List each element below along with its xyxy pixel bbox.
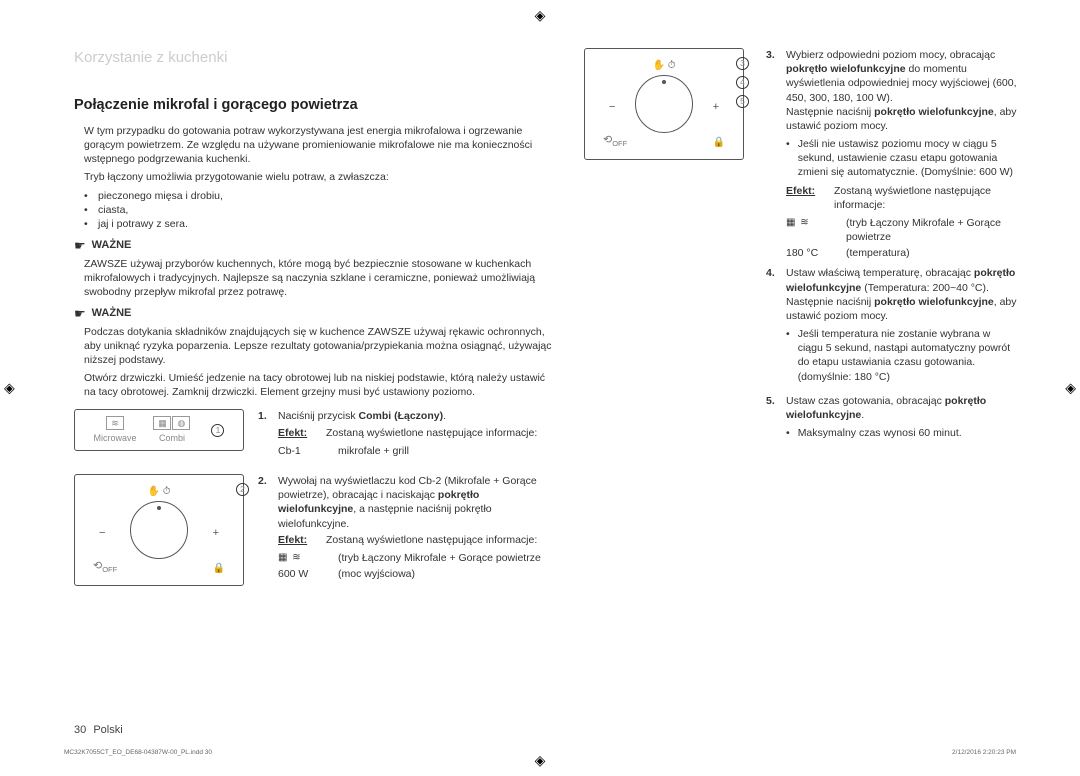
figure-panel-buttons: ≋ Microwave ▦ ◍ Combi 1 <box>74 409 244 451</box>
section-title: Połączenie mikrofal i gorącego powietrza <box>74 96 554 116</box>
important-heading: WAŻNE <box>74 305 554 323</box>
plus-icon: + <box>213 526 219 541</box>
callout-1: 1 <box>211 424 224 437</box>
efekt-text: Zostaną wyświetlone następujące informac… <box>326 533 537 547</box>
clock-icon: ✋ ⏱ <box>652 59 675 73</box>
efekt-label: Efekt: <box>786 184 828 212</box>
cropmark-bottom: ◈ <box>535 751 546 770</box>
step-text: Wybierz odpowiedni poziom mocy, obracają… <box>786 49 995 61</box>
step-text: . <box>861 409 864 421</box>
warning-3: Otwórz drzwiczki. Umieść jedzenie na tac… <box>84 371 554 399</box>
step-text: Naciśnij przycisk <box>278 410 359 422</box>
lock-icon: 🔒 <box>713 136 725 150</box>
result-desc: (tryb Łączony Mikrofale + Gorące powietr… <box>846 216 1018 244</box>
off-label: ⟲OFF <box>93 559 117 575</box>
step-text: (Temperatura: 200~40 °C). <box>861 282 989 294</box>
dial-knob <box>635 75 693 133</box>
clock-icon: ✋ ⏱ <box>147 485 170 499</box>
step-bold: pokrętło wielofunkcyjne <box>874 296 994 308</box>
step-3: 3. Wybierz odpowiedni poziom mocy, obrac… <box>766 48 1018 260</box>
warning-1: ZAWSZE używaj przyborów kuchennych, któr… <box>84 257 554 300</box>
result-icons: ▦ ≋ <box>786 216 838 244</box>
sub-note: Jeśli temperatura nie zostanie wybrana w… <box>786 327 1018 384</box>
step-2: 2. Wywołaj na wyświetlaczu kod Cb-2 (Mik… <box>258 474 554 581</box>
panel-label: Microwave <box>93 432 136 444</box>
result-desc: (temperatura) <box>846 246 910 260</box>
minus-icon: − <box>99 526 105 541</box>
cropmark-right: ◈ <box>1065 379 1076 398</box>
step-1: 1. Naciśnij przycisk Combi (Łączony). Ef… <box>258 409 554 458</box>
dial-knob <box>130 501 188 559</box>
callout-3: 3 <box>736 57 749 70</box>
step-number: 4. <box>766 266 780 387</box>
callout-5: 5 <box>736 95 749 108</box>
important-heading: WAŻNE <box>74 237 554 255</box>
page-number: 30 <box>74 723 86 738</box>
figure-dial: ✋ ⏱ − + ⟲OFF 🔒 2 <box>74 474 244 586</box>
page-footer: 30 Polski <box>74 723 123 738</box>
result-code: 600 W <box>278 567 330 581</box>
step-text: Następnie naciśnij <box>786 106 874 118</box>
bullet-item: jaj i potrawy z sera. <box>84 217 554 231</box>
step-number: 3. <box>766 48 780 260</box>
step-bold: pokrętło wielofunkcyjne <box>786 63 906 75</box>
step-4: 4. Ustaw właściwą temperaturę, obracając… <box>766 266 1018 387</box>
off-label: ⟲OFF <box>603 133 627 149</box>
step-text: Następnie naciśnij <box>786 296 874 308</box>
bullet-item: ciasta, <box>84 203 554 217</box>
panel-label: Combi <box>159 432 185 444</box>
combi-icon: ◍ <box>172 416 190 430</box>
result-icons: ▦ ≋ <box>278 551 330 565</box>
result-desc: mikrofale + grill <box>338 444 409 458</box>
callout-4: 4 <box>736 76 749 89</box>
combi-icon: ▦ <box>153 416 171 430</box>
step-text: Ustaw właściwą temperaturę, obracając <box>786 267 974 279</box>
efekt-text: Zostaną wyświetlone następujące informac… <box>326 426 537 440</box>
plus-icon: + <box>713 100 719 115</box>
warning-2: Podczas dotykania składników znajdującyc… <box>84 325 554 368</box>
sub-note: Maksymalny czas wynosi 60 minut. <box>786 426 1018 440</box>
result-desc: (tryb Łączony Mikrofale + Gorące powietr… <box>338 551 541 565</box>
print-info-right: 2/12/2016 2:20:23 PM <box>952 749 1016 758</box>
print-info-left: MC32K7055CT_EO_DE68-04387W-00_PL.indd 30 <box>64 749 212 758</box>
step-number: 5. <box>766 394 780 445</box>
result-desc: (moc wyjściowa) <box>338 567 415 581</box>
step-text: Ustaw czas gotowania, obracając <box>786 395 945 407</box>
step-bold: pokrętło wielofunkcyjne <box>874 106 994 118</box>
microwave-icon: ≋ <box>106 416 124 430</box>
intro-para-2: Tryb łączony umożliwia przygotowanie wie… <box>84 170 554 184</box>
page-lang: Polski <box>93 724 122 736</box>
intro-para-1: W tym przypadku do gotowania potraw wyko… <box>84 124 554 167</box>
step-number: 1. <box>258 409 272 458</box>
sub-note: Jeśli nie ustawisz poziomu mocy w ciągu … <box>786 137 1018 180</box>
efekt-label: Efekt: <box>278 533 320 547</box>
ghost-header: Korzystanie z kuchenki <box>74 48 554 68</box>
callout-2: 2 <box>236 483 249 496</box>
result-code: Cb-1 <box>278 444 330 458</box>
efekt-label: Efekt: <box>278 426 320 440</box>
cropmark-top: ◈ <box>535 6 546 25</box>
step-bold: Combi (Łączony) <box>359 410 444 422</box>
step-5: 5. Ustaw czas gotowania, obracając pokrę… <box>766 394 1018 445</box>
minus-icon: − <box>609 100 615 115</box>
efekt-text: Zostaną wyświetlone następujące informac… <box>834 184 1018 212</box>
step-number: 2. <box>258 474 272 581</box>
intro-bullets: pieczonego mięsa i drobiu, ciasta, jaj i… <box>84 189 554 232</box>
cropmark-left: ◈ <box>4 379 15 398</box>
figure-dial-right: ✋ ⏱ − + ⟲OFF 🔒 3 4 5 <box>584 48 744 160</box>
lock-icon: 🔒 <box>213 562 225 576</box>
step-text: Wywołaj na wyświetlaczu kod Cb-2 (Mikrof… <box>278 475 537 501</box>
bullet-item: pieczonego mięsa i drobiu, <box>84 189 554 203</box>
result-code: 180 °C <box>786 246 838 260</box>
